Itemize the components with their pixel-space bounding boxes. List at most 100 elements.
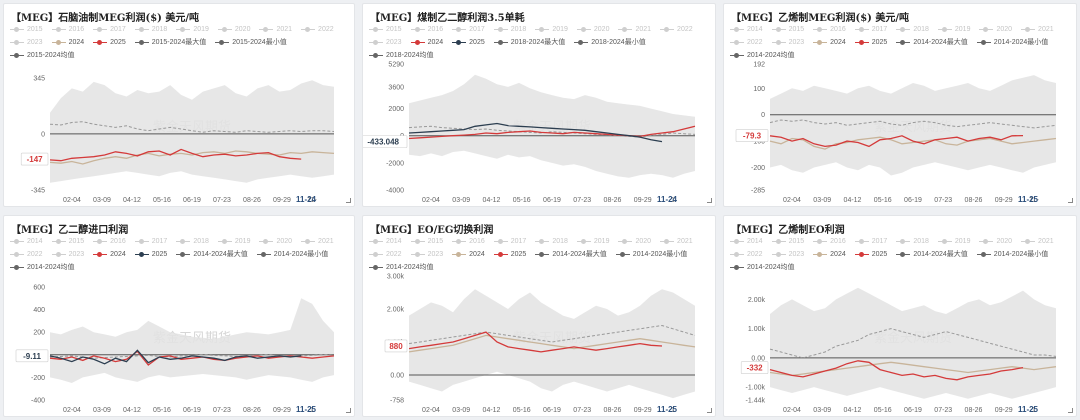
legend-item[interactable]: 2016 [93, 235, 126, 248]
legend-item[interactable]: 2017 [93, 23, 126, 36]
legend-label: 2020 [593, 26, 610, 33]
legend-item[interactable]: 2018 [535, 235, 568, 248]
legend-item[interactable]: 2016 [51, 23, 84, 36]
legend-item[interactable]: 2024 [410, 36, 443, 49]
legend-item[interactable]: 2016 [813, 235, 846, 248]
legend-item[interactable]: 2015 [369, 23, 402, 36]
last-value-tag [384, 339, 408, 353]
legend-item[interactable]: 2015-2024最大值 [134, 36, 206, 49]
resize-icon[interactable] [707, 198, 712, 203]
legend-item[interactable]: 2020 [979, 235, 1012, 248]
legend-item[interactable]: 2019 [176, 23, 209, 36]
legend-item[interactable]: 2014-2024均值 [730, 49, 794, 62]
legend-item[interactable]: 2015 [771, 23, 804, 36]
legend-item[interactable]: 2014-2024最大值 [535, 248, 607, 261]
legend-item[interactable]: 2022 [301, 23, 334, 36]
legend-item[interactable]: 2014-2024均值 [369, 261, 433, 274]
legend-item[interactable]: 2020 [979, 23, 1012, 36]
resize-icon[interactable] [1068, 408, 1073, 413]
legend-item[interactable]: 2024 [813, 248, 846, 261]
legend-item[interactable]: 2024 [51, 36, 84, 49]
legend-item[interactable]: 2017 [854, 23, 887, 36]
legend-item[interactable]: 2018-2024最大值 [493, 36, 565, 49]
legend-item[interactable]: 2019 [535, 23, 568, 36]
legend-item[interactable]: 2014-2024均值 [10, 261, 74, 274]
legend-item[interactable]: 2018 [493, 23, 526, 36]
legend-item[interactable]: 2024 [813, 36, 846, 49]
legend-item[interactable]: 2020 [618, 235, 651, 248]
x-tick-label: 06-19 [543, 197, 561, 204]
legend-item[interactable]: 2017 [134, 235, 167, 248]
legend-item[interactable]: 2021 [301, 235, 334, 248]
legend-item[interactable]: 2023 [10, 36, 43, 49]
legend-item[interactable]: 2025 [493, 248, 526, 261]
legend-item[interactable]: 2019 [576, 235, 609, 248]
legend-item[interactable]: 2019 [217, 235, 250, 248]
legend-item[interactable]: 2024 [452, 248, 485, 261]
legend-item[interactable]: 2015-2024均值 [10, 49, 74, 62]
legend-item[interactable]: 2014-2024最大值 [896, 36, 968, 49]
legend-item[interactable]: 2025 [452, 36, 485, 49]
legend-item[interactable]: 2014-2024最大值 [176, 248, 248, 261]
legend-item[interactable]: 2025 [854, 248, 887, 261]
legend-item[interactable]: 2018 [134, 23, 167, 36]
chart-panel-1: 【MEG】煤制乙二醇利润3.5单耗 2015 2016 2017 2018 2019 20… [362, 3, 716, 207]
legend-item[interactable]: 2023 [369, 36, 402, 49]
legend-item[interactable]: 2016 [410, 23, 443, 36]
resize-icon[interactable] [346, 408, 351, 413]
legend-item[interactable]: 2015-2024最小值 [215, 36, 287, 49]
legend-item[interactable]: 2020 [217, 23, 250, 36]
legend-item[interactable]: 2023 [771, 36, 804, 49]
legend-item[interactable]: 2014-2024最大值 [896, 248, 968, 261]
legend-item[interactable]: 2015 [51, 235, 84, 248]
legend-item[interactable]: 2024 [93, 248, 126, 261]
legend-item[interactable]: 2019 [937, 23, 970, 36]
legend-item[interactable]: 2016 [452, 235, 485, 248]
legend-item[interactable]: 2018 [896, 235, 929, 248]
legend-item[interactable]: 2025 [854, 36, 887, 49]
legend-item[interactable]: 2021 [618, 23, 651, 36]
legend-item[interactable]: 2023 [410, 248, 443, 261]
legend-label: 2015-2024最小值 [232, 39, 287, 46]
legend-item[interactable]: 2014-2024最小值 [976, 248, 1048, 261]
legend-marker-icon [896, 238, 911, 245]
legend-item[interactable]: 2022 [10, 248, 43, 261]
legend-item[interactable]: 2021 [259, 23, 292, 36]
legend-item[interactable]: 2019 [937, 235, 970, 248]
legend-item[interactable]: 2015 [10, 23, 43, 36]
legend-item[interactable]: 2025 [134, 248, 167, 261]
legend-item[interactable]: 2023 [51, 248, 84, 261]
legend-item[interactable]: 2015 [771, 235, 804, 248]
legend-item[interactable]: 2018-2024均值 [369, 49, 433, 62]
legend-item[interactable]: 2022 [369, 248, 402, 261]
legend-item[interactable]: 2025 [93, 36, 126, 49]
legend-item[interactable]: 2014-2024最小值 [615, 248, 687, 261]
legend-item[interactable]: 2021 [660, 235, 693, 248]
legend-item[interactable]: 2014 [10, 235, 43, 248]
legend-item[interactable]: 2014-2024均值 [730, 261, 794, 274]
legend-item[interactable]: 2014 [730, 23, 763, 36]
legend-item[interactable]: 2018-2024最小值 [574, 36, 646, 49]
legend-item[interactable]: 2021 [1021, 235, 1054, 248]
legend-item[interactable]: 2023 [771, 248, 804, 261]
legend-item[interactable]: 2014 [369, 235, 402, 248]
legend-item[interactable]: 2014-2024最小值 [256, 248, 328, 261]
legend-item[interactable]: 2018 [896, 23, 929, 36]
legend-item[interactable]: 2016 [813, 23, 846, 36]
legend-item[interactable]: 2017 [854, 235, 887, 248]
legend-item[interactable]: 2020 [576, 23, 610, 36]
legend-item[interactable]: 2022 [660, 23, 693, 36]
resize-icon[interactable] [346, 198, 351, 203]
legend-item[interactable]: 2022 [730, 36, 763, 49]
resize-icon[interactable] [707, 408, 712, 413]
resize-icon[interactable] [1068, 198, 1073, 203]
legend-item[interactable]: 2017 [452, 23, 485, 36]
legend-item[interactable]: 2014-2024最小值 [976, 36, 1048, 49]
legend-item[interactable]: 2018 [176, 235, 209, 248]
legend-item[interactable]: 2017 [493, 235, 526, 248]
legend-item[interactable]: 2020 [259, 235, 292, 248]
legend-item[interactable]: 2014 [730, 235, 763, 248]
legend-item[interactable]: 2015 [410, 235, 443, 248]
legend-item[interactable]: 2021 [1021, 23, 1054, 36]
legend-item[interactable]: 2022 [730, 248, 763, 261]
